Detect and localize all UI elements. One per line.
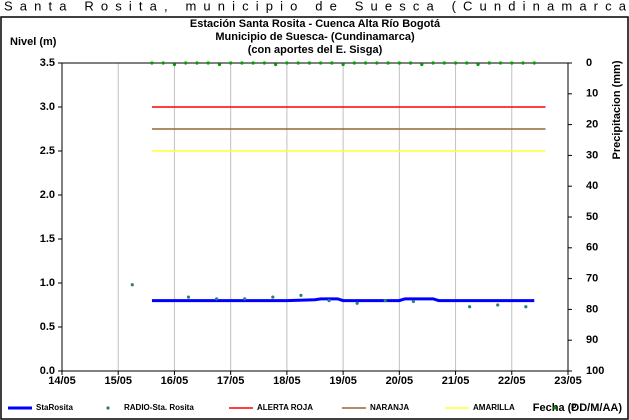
series-point: [524, 305, 528, 309]
legend-label: NARANJA: [370, 403, 409, 412]
y-tick-label: 1.5: [40, 233, 55, 245]
x-tick-label: 19/05: [329, 375, 357, 387]
series-point: [240, 61, 244, 65]
series-point: [186, 295, 191, 299]
y2-tick-label: 100: [586, 365, 604, 377]
y-tick-label: 0.5: [40, 321, 55, 333]
y2-tick-label: 70: [586, 273, 598, 285]
series-line: [151, 297, 535, 303]
legend-swatch: [553, 406, 557, 410]
series-point: [217, 62, 222, 67]
legend-swatch: [106, 406, 110, 410]
series-point: [262, 61, 266, 65]
x-tick-label: 16/05: [161, 375, 189, 387]
x-tick-label: 23/05: [554, 375, 582, 387]
legend-label: ALERTA ROJA: [257, 403, 313, 412]
x-tick-label: 21/05: [442, 375, 470, 387]
frame: [0, 16, 629, 420]
legend-label: AMARILLA: [473, 403, 515, 412]
x-tick-label: 14/05: [48, 375, 76, 387]
series-point: [468, 305, 472, 309]
y-tick-label: 1.0: [40, 277, 55, 289]
series-point: [150, 61, 154, 65]
series-point: [532, 61, 536, 65]
series-point: [184, 61, 188, 65]
series-point: [243, 297, 247, 301]
chart-title: (con aportes del E. Sisga): [248, 44, 383, 56]
x-tick-label: 17/05: [217, 375, 245, 387]
series-point: [229, 61, 233, 65]
y2-tick-label: 60: [586, 242, 598, 254]
series-point: [341, 62, 345, 67]
x-tick-label: 20/05: [386, 375, 414, 387]
series-point: [442, 61, 446, 65]
legend-label: StaRosita: [36, 403, 73, 412]
series-point: [130, 283, 134, 287]
series-point: [465, 61, 469, 65]
x-tick-label: 22/05: [498, 375, 526, 387]
series-point: [510, 61, 514, 65]
chart-title: Municipio de Suesca- (Cundinamarca): [215, 31, 415, 43]
series-point: [386, 61, 390, 65]
series-point: [420, 62, 424, 67]
plot-frame: [61, 62, 569, 372]
series-point: [453, 61, 458, 65]
y2-tick-label: 40: [586, 180, 598, 192]
y2-tick-label: 30: [586, 149, 598, 161]
series-point: [521, 61, 525, 65]
y-tick-label: 3.0: [40, 101, 55, 113]
y2-tick-label: 10: [586, 88, 598, 100]
x-axis-label: Fecha (DD/M/AA): [533, 402, 623, 414]
series-point: [431, 61, 435, 65]
series-point: [274, 62, 278, 67]
series-point: [355, 301, 359, 305]
x-tick-label: 18/05: [273, 375, 301, 387]
y-tick-label: 2.0: [40, 189, 55, 201]
y2-tick-label: 0: [586, 57, 592, 69]
series-point: [296, 61, 300, 65]
series-point: [319, 61, 323, 65]
x-tick-label: 15/05: [104, 375, 132, 387]
series-point: [271, 295, 275, 299]
series-point: [195, 61, 199, 65]
series-point: [161, 61, 165, 65]
y-axis-label: Nivel (m): [10, 36, 57, 48]
series-point: [408, 61, 413, 65]
y-tick-label: 0.0: [40, 365, 55, 377]
series-point: [285, 61, 289, 65]
legend-label: RADIO-Sta. Rosita: [124, 403, 194, 412]
series-point: [375, 61, 379, 65]
series-point: [411, 299, 415, 304]
series-point: [496, 303, 500, 307]
series-point: [397, 61, 401, 65]
series-point: [307, 61, 311, 65]
legend-label: P: [571, 403, 577, 412]
y2-tick-label: 20: [586, 119, 598, 131]
series-point: [299, 293, 303, 297]
y2-axis-label: Precipitacion (mm): [611, 60, 623, 159]
series-point: [364, 61, 368, 65]
series-point: [327, 299, 331, 303]
y2-tick-label: 90: [586, 334, 598, 346]
series-point: [383, 299, 387, 303]
y-tick-label: 3.5: [40, 57, 55, 69]
series-point: [206, 61, 210, 65]
series-point: [215, 297, 219, 301]
y-tick-label: 2.5: [40, 145, 55, 157]
series-point: [487, 61, 491, 65]
series-point: [251, 61, 255, 65]
y2-tick-label: 50: [586, 211, 598, 223]
y2-tick-label: 80: [586, 303, 598, 315]
series-point: [330, 61, 334, 65]
series-point: [498, 61, 503, 65]
series-point: [476, 62, 480, 67]
series-point: [352, 61, 356, 65]
series-point: [172, 62, 177, 67]
chart-title: Estación Santa Rosita - Cuenca Alta Río …: [190, 18, 441, 30]
